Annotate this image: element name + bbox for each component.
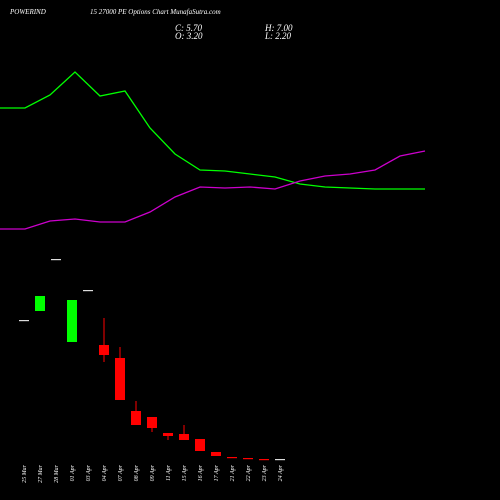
candle-body [227,457,237,459]
x-tick-label: 03 Apr [86,464,92,481]
candle-body [19,320,29,322]
candle-body [243,458,253,460]
indicator-line [0,150,426,230]
x-tick-label: 07 Apr [118,464,124,481]
x-tick-label: 27 Mar [38,464,44,482]
candle-body [195,439,205,451]
candle-body [259,459,269,461]
x-tick-label: 08 Apr [134,464,140,481]
x-tick-label: 24 Apr [277,464,284,481]
info: C: 5.70 [175,23,203,33]
info: L: 2.20 [264,31,292,41]
ticker: POWERIND [9,8,46,16]
x-tick-label: 17 Apr [214,464,220,481]
indicator-line [0,71,425,190]
x-tick-label: 25 Mar [22,464,28,482]
candle-body [163,433,173,436]
x-tick-label: 04 Apr [101,464,108,481]
candle-body [275,459,285,461]
candle-body [99,345,109,355]
chart-title: 15 27000 PE Options Chart MunafaSutra.co… [90,8,221,16]
x-tick-label: 01 Apr [70,464,76,481]
candle-body [211,452,221,456]
candle-body [179,434,189,440]
x-tick-label: 09 Apr [150,464,156,481]
x-tick-label: 23 Apr [262,464,268,481]
candle-body [51,259,61,261]
x-tick-label: 16 Apr [198,464,204,481]
x-tick-label: 11 Apr [166,464,172,481]
info: H: 7.00 [264,23,293,33]
candle-body [83,290,93,292]
candle-body [147,417,157,428]
x-tick-label: 22 Apr [246,464,252,481]
candle-body [131,411,141,425]
info: O: 3.20 [175,31,203,41]
x-tick-label: 21 Apr [230,464,236,481]
x-tick-label: 15 Apr [182,464,188,481]
candle-body [67,300,77,342]
x-tick-label: 28 Mar [54,464,60,482]
candle-body [115,358,125,400]
candle-body [35,296,45,311]
